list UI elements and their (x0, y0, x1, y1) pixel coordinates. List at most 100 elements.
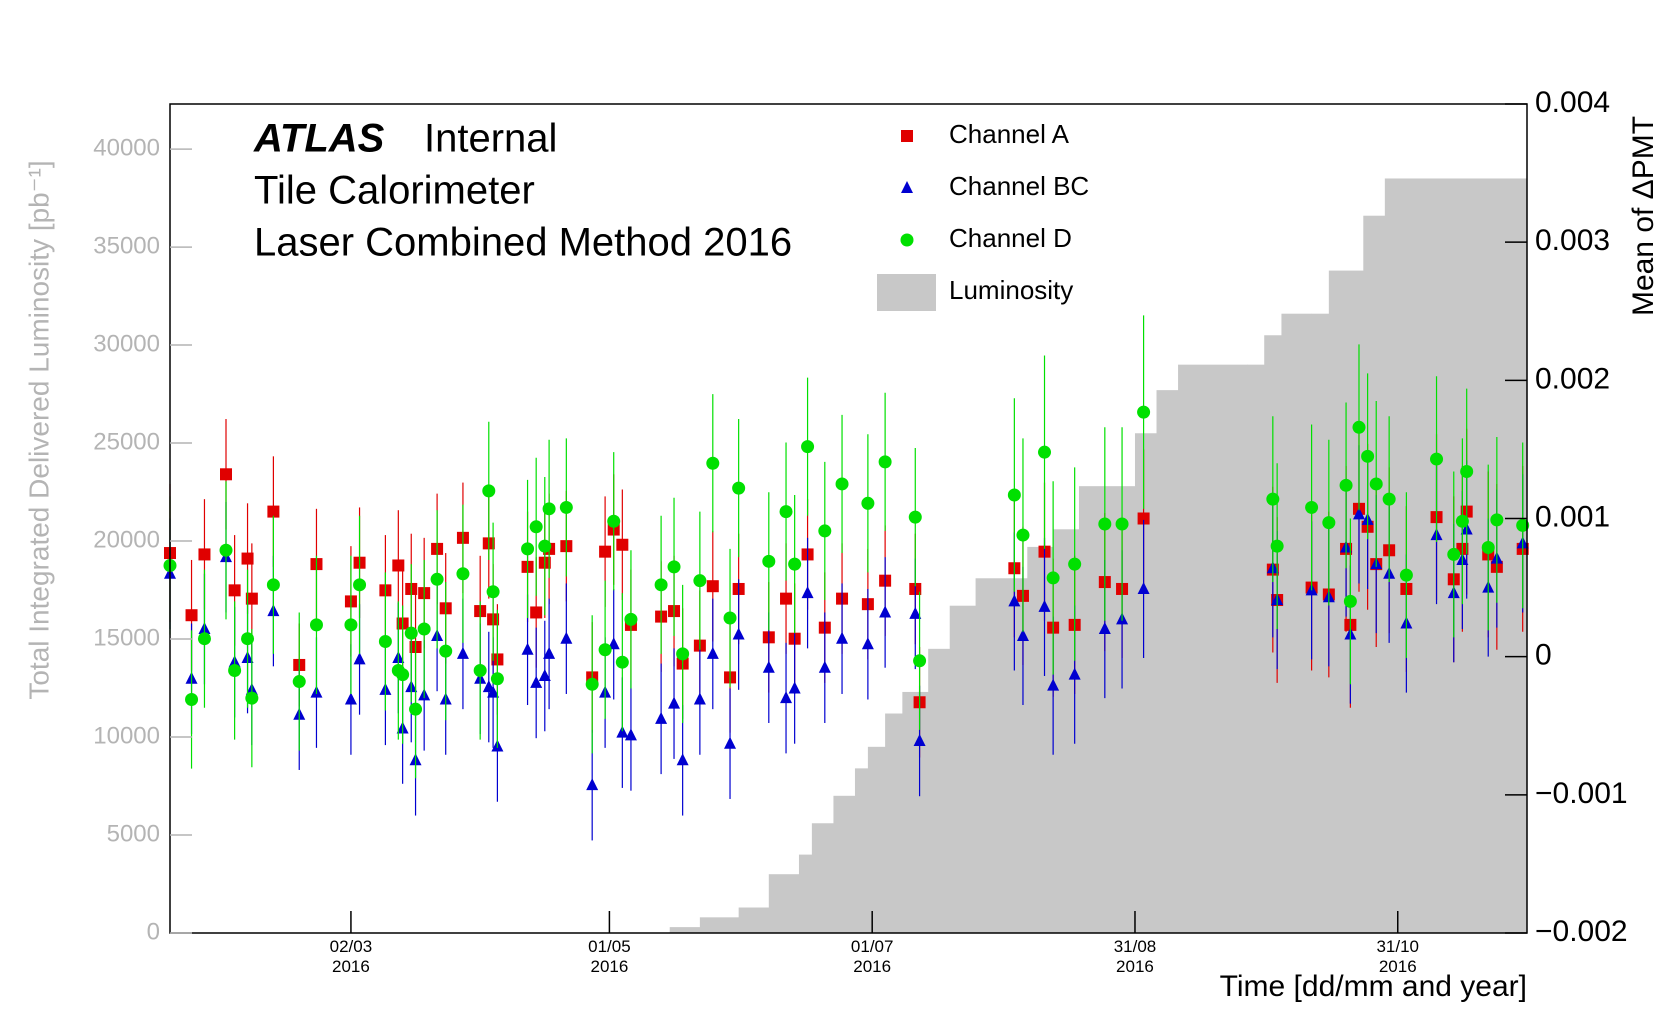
marker (344, 692, 357, 705)
marker (404, 626, 418, 640)
marker (266, 578, 280, 592)
legend-marker (900, 233, 914, 247)
marker (693, 574, 707, 588)
chart-subtitle: Laser Combined Method 2016 (254, 221, 792, 265)
marker (1008, 594, 1021, 607)
marker (1068, 667, 1081, 680)
marker (1137, 512, 1150, 525)
luminosity-step (1134, 433, 1158, 933)
marker (1305, 500, 1319, 514)
x-tick-label: 02/03 2016 (329, 937, 373, 976)
legend-swatch (877, 274, 936, 311)
marker (706, 580, 719, 593)
marker (473, 663, 487, 677)
marker (732, 627, 745, 640)
y-tick-label: 15000 (93, 624, 160, 651)
marker (245, 691, 259, 705)
y-tick-label: 25000 (93, 428, 160, 455)
y-axis-label: Total Integrated Delivered Luminosity [p… (23, 160, 54, 699)
marker (835, 477, 849, 491)
y2-tick-label: 0.001 (1535, 500, 1610, 533)
marker (706, 456, 720, 470)
luminosity-step (811, 823, 834, 933)
luminosity-step (798, 854, 813, 933)
marker (616, 725, 629, 738)
luminosity-step (1281, 313, 1313, 933)
marker (267, 505, 280, 518)
marker (913, 733, 926, 746)
marker (598, 643, 612, 657)
marker (1046, 571, 1060, 585)
luminosity-step (867, 746, 886, 933)
luminosity-step (1363, 215, 1386, 933)
marker (624, 612, 638, 626)
marker (1352, 420, 1366, 434)
marker (228, 663, 242, 677)
y2-tick-label: 0 (1535, 639, 1552, 672)
y-tick-label: 10000 (93, 722, 160, 749)
marker (607, 514, 621, 528)
marker (529, 520, 543, 534)
chart-title: ATLAS (253, 117, 385, 161)
marker (1270, 539, 1284, 553)
luminosity-step (885, 713, 903, 933)
marker (723, 611, 737, 625)
marker (788, 681, 801, 694)
marker (818, 524, 832, 538)
marker (1098, 622, 1111, 635)
marker (1490, 513, 1504, 527)
marker (409, 702, 423, 716)
marker (762, 554, 776, 568)
marker (1516, 518, 1530, 532)
luminosity-step (1078, 486, 1123, 933)
marker (801, 440, 815, 454)
luminosity-step (699, 917, 740, 933)
marker (220, 468, 233, 481)
marker (676, 647, 690, 661)
y2-tick-label: −0.002 (1535, 915, 1628, 948)
marker (219, 543, 233, 557)
luminosity-step (833, 795, 856, 933)
marker (732, 481, 746, 495)
marker (396, 668, 410, 682)
marker (779, 505, 793, 519)
marker (439, 644, 453, 658)
chart-status: Internal (424, 117, 557, 161)
marker (487, 685, 500, 698)
x-axis-label: Time [dd/mm and year] (1220, 970, 1527, 1003)
marker (198, 548, 211, 561)
marker (1266, 492, 1280, 506)
y-tick-label: 20000 (93, 526, 160, 553)
marker (1382, 492, 1396, 506)
y-tick-label: 5000 (107, 820, 160, 847)
marker (245, 592, 258, 605)
marker (417, 622, 431, 636)
legend-label: Luminosity (949, 275, 1073, 305)
marker (586, 778, 599, 791)
marker (241, 552, 254, 565)
legend-marker (901, 130, 913, 142)
marker (1038, 599, 1051, 612)
marker (521, 542, 535, 556)
luminosity-step (949, 605, 977, 933)
plot-area (163, 178, 1530, 934)
marker (353, 652, 366, 665)
luminosity-step (928, 648, 951, 933)
marker (1322, 516, 1336, 530)
x-tick-label: 01/05 2016 (588, 937, 631, 976)
marker (861, 496, 875, 510)
marker (654, 578, 668, 592)
marker (490, 672, 504, 686)
marker (1137, 581, 1150, 594)
marker (456, 646, 469, 659)
marker (530, 606, 543, 619)
marker (780, 592, 793, 605)
marker (185, 692, 199, 706)
marker (1016, 628, 1029, 641)
marker (486, 585, 500, 599)
marker (1430, 452, 1444, 466)
marker (241, 632, 255, 646)
y2-tick-label: 0.002 (1535, 362, 1610, 395)
marker (667, 560, 681, 574)
